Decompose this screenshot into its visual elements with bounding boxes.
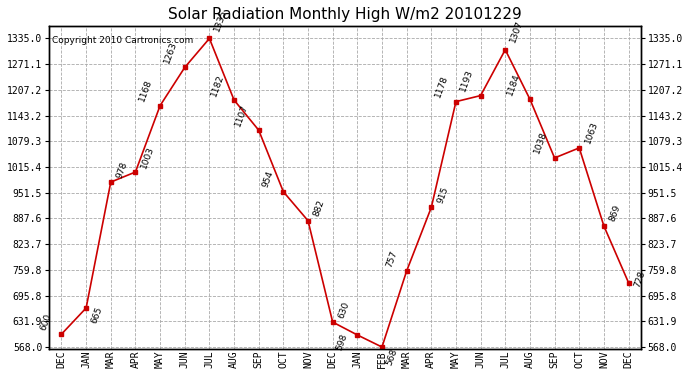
Text: 978: 978 xyxy=(115,160,129,179)
Text: 1168: 1168 xyxy=(138,78,154,103)
Text: Copyright 2010 Cartronics.com: Copyright 2010 Cartronics.com xyxy=(52,36,193,45)
Text: 665: 665 xyxy=(90,305,105,325)
Text: 954: 954 xyxy=(261,170,275,189)
Text: 1193: 1193 xyxy=(458,68,475,93)
Text: 630: 630 xyxy=(337,300,351,319)
Text: 598: 598 xyxy=(335,332,349,352)
Text: 869: 869 xyxy=(608,204,622,223)
Text: 1335: 1335 xyxy=(212,8,228,33)
Text: 1063: 1063 xyxy=(583,120,600,145)
Text: 1178: 1178 xyxy=(434,74,450,99)
Text: 1263: 1263 xyxy=(163,40,179,64)
Text: 1307: 1307 xyxy=(508,20,524,44)
Text: 915: 915 xyxy=(435,185,450,205)
Text: 757: 757 xyxy=(384,249,399,268)
Text: 1107: 1107 xyxy=(234,103,250,128)
Text: 568: 568 xyxy=(385,347,399,366)
Text: 1184: 1184 xyxy=(505,72,521,96)
Text: 882: 882 xyxy=(312,199,326,218)
Text: 600: 600 xyxy=(39,312,54,332)
Text: 1038: 1038 xyxy=(533,130,549,155)
Text: 1003: 1003 xyxy=(139,144,156,169)
Title: Solar Radiation Monthly High W/m2 20101229: Solar Radiation Monthly High W/m2 201012… xyxy=(168,8,522,22)
Text: 1182: 1182 xyxy=(209,73,226,97)
Text: 728: 728 xyxy=(633,269,647,288)
